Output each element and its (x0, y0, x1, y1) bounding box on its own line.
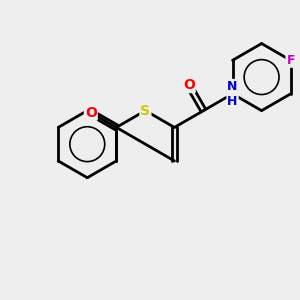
Text: O: O (183, 78, 195, 92)
Text: F: F (286, 54, 295, 67)
Text: N
H: N H (227, 80, 238, 108)
Text: O: O (85, 106, 97, 120)
Text: S: S (140, 103, 150, 118)
